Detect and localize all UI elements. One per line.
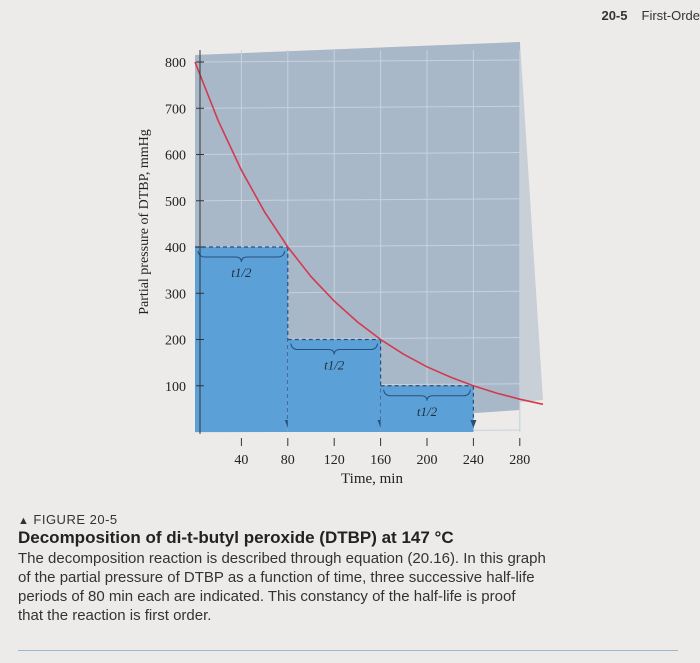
- grid-line-horizontal: [194, 59, 521, 63]
- x-axis-label: Time, min: [341, 471, 403, 487]
- half-life-bracket: [197, 250, 286, 263]
- caption-line: periods of 80 min each are indicated. Th…: [18, 588, 516, 605]
- half-life-label: t1/2: [417, 404, 438, 419]
- x-tick-label: 80: [281, 453, 295, 468]
- figure-title: Decomposition of di-t-butyl peroxide (DT…: [18, 528, 454, 547]
- half-life-block: [195, 247, 288, 432]
- half-life-block: [287, 339, 381, 432]
- figure-label-text: FIGURE 20-5: [33, 512, 118, 527]
- caption-line: of the partial pressure of DTBP as a fun…: [18, 569, 535, 586]
- x-tick-label: 40: [234, 453, 248, 468]
- x-tick-label: 240: [463, 453, 484, 468]
- x-ticks: 40 80 120 160 200 240 280: [234, 438, 530, 468]
- grid-line-horizontal: [194, 152, 521, 155]
- grid-line-horizontal: [194, 244, 521, 248]
- y-tick-label: 300: [165, 287, 186, 302]
- y-ticks: 100 200 300 400 500 600 700 800: [165, 56, 204, 395]
- y-tick-label: 400: [165, 241, 186, 256]
- x-tick-label: 120: [324, 453, 345, 468]
- decay-curve-line: [194, 61, 544, 406]
- half-life-block: [380, 385, 474, 432]
- grid-line-horizontal: [194, 198, 521, 202]
- figure: t1/2 t1/2 t1/2 100 200 300 400 500 600 700 800 40…: [137, 42, 544, 487]
- divider: [18, 650, 678, 651]
- y-tick-label: 500: [165, 195, 186, 210]
- data-curve: [194, 61, 544, 406]
- y-axis-label: Partial pressure of DTBP, mmHg: [137, 129, 152, 314]
- grid-line-horizontal: [194, 105, 521, 109]
- half-life-steps: t1/2 t1/2 t1/2: [195, 246, 477, 432]
- triangle-icon: ▲: [18, 515, 30, 527]
- half-life-bracket: [290, 343, 379, 355]
- half-life-label: t1/2: [324, 358, 345, 373]
- y-tick-label: 600: [165, 149, 186, 164]
- section-number: 20-5: [601, 8, 628, 23]
- y-tick-label: 800: [165, 56, 186, 71]
- x-tick-label: 200: [417, 453, 438, 468]
- chart: t1/2 t1/2 t1/2 100 200 300 400 500 600 700 800 40…: [137, 42, 544, 487]
- down-arrow-icon: [470, 420, 477, 428]
- figure-body: The decomposition reaction is described …: [18, 549, 658, 625]
- y-tick-label: 100: [165, 380, 186, 395]
- page-header: 20-5 First-Orde: [601, 8, 700, 23]
- caption-line: that the reaction is first order.: [18, 607, 212, 624]
- half-life-label: t1/2: [231, 265, 252, 280]
- half-life-bracket: [383, 389, 471, 401]
- section-title: First-Orde: [641, 8, 700, 23]
- figure-label: ▲ FIGURE 20-5: [18, 512, 658, 527]
- y-tick-label: 700: [165, 102, 186, 117]
- x-tick-label: 160: [370, 453, 391, 468]
- y-tick-label: 200: [165, 334, 186, 349]
- figure-caption: ▲ FIGURE 20-5 Decomposition of di-t-butyl…: [18, 512, 658, 625]
- caption-line: The decomposition reaction is described …: [18, 550, 546, 567]
- x-tick-label: 280: [509, 453, 530, 468]
